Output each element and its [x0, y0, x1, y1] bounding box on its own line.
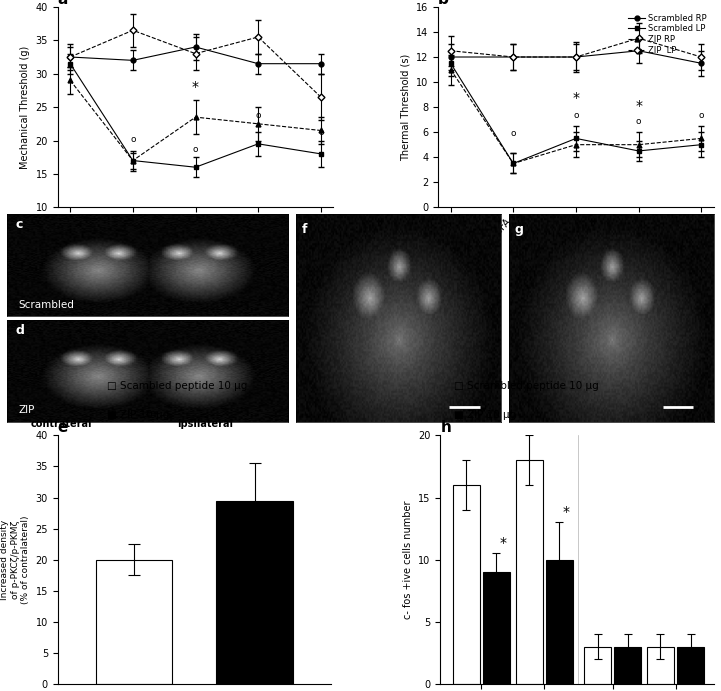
Text: *: *	[572, 91, 580, 104]
Text: contrateral: contrateral	[30, 419, 92, 429]
Text: □ Scambled peptide 10 μg: □ Scambled peptide 10 μg	[107, 381, 247, 390]
Text: o: o	[573, 111, 579, 120]
Text: o: o	[636, 117, 642, 126]
Text: f: f	[302, 223, 307, 236]
Y-axis label: Thermal Threshold (s): Thermal Threshold (s)	[400, 53, 410, 161]
Text: e: e	[58, 420, 68, 435]
Text: ■ ZIP 10 μg: ■ ZIP 10 μg	[107, 410, 169, 420]
Text: Scrambled: Scrambled	[19, 300, 74, 310]
Text: d: d	[16, 324, 25, 337]
Bar	[216, 500, 293, 684]
Text: o: o	[193, 145, 198, 154]
Y-axis label: Increased density
of p-PKCζ/p-PKMζ
(% of contralateral): Increased density of p-PKCζ/p-PKMζ (% of…	[0, 515, 30, 604]
Y-axis label: c- fos +ive cells number: c- fos +ive cells number	[403, 500, 412, 619]
Text: c: c	[16, 218, 23, 231]
Text: o: o	[318, 128, 324, 137]
Bar	[584, 647, 611, 684]
Text: ZIP: ZIP	[19, 406, 35, 415]
Text: ■ ZIP 10 μg: ■ ZIP 10 μg	[454, 410, 516, 420]
Bar	[483, 572, 510, 684]
Bar	[453, 485, 480, 684]
Bar	[546, 560, 573, 684]
Text: h: h	[441, 420, 451, 435]
Text: □ Scrambled peptide 10 μg: □ Scrambled peptide 10 μg	[454, 381, 599, 390]
Bar	[647, 647, 674, 684]
X-axis label: Time (min): Time (min)	[544, 292, 608, 301]
Bar	[614, 647, 642, 684]
Text: o: o	[699, 111, 704, 120]
Text: o: o	[510, 129, 516, 138]
Text: *: *	[499, 536, 506, 550]
Text: o: o	[130, 135, 136, 144]
Legend: Scrambled RP, Scrambled LP, ZIP RP, ZIP  LP: Scrambled RP, Scrambled LP, ZIP RP, ZIP …	[626, 11, 709, 57]
Bar	[96, 560, 172, 684]
Text: o: o	[255, 111, 261, 120]
Text: *: *	[192, 79, 199, 94]
Y-axis label: Mechanical Threshold (g): Mechanical Threshold (g)	[20, 46, 30, 169]
Text: *: *	[635, 100, 642, 113]
Text: *: *	[562, 504, 569, 519]
Text: a: a	[58, 0, 68, 7]
Text: g: g	[515, 223, 524, 236]
Bar	[516, 460, 543, 684]
Bar	[677, 647, 704, 684]
Text: b: b	[438, 0, 449, 7]
Text: ipsilateral: ipsilateral	[177, 419, 234, 429]
